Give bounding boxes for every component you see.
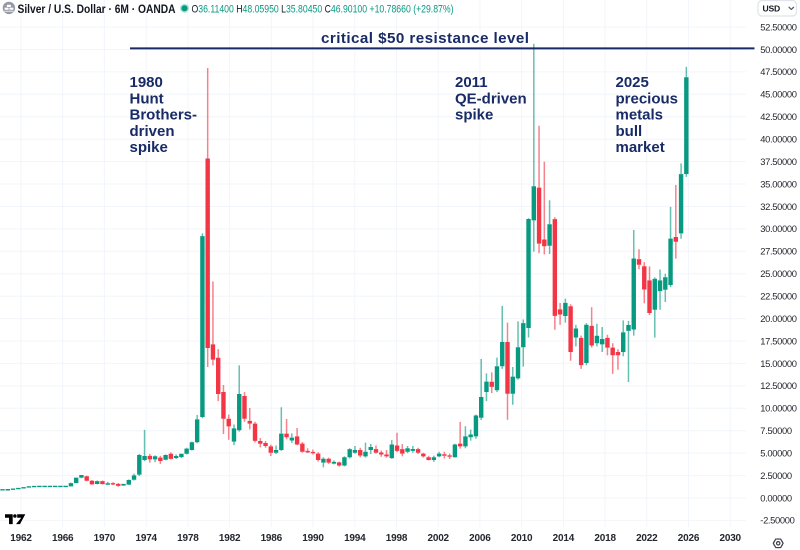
svg-text:2.50000: 2.50000 <box>760 470 792 481</box>
svg-text:2006: 2006 <box>469 533 491 544</box>
svg-text:1966: 1966 <box>52 533 74 544</box>
svg-text:22.50000: 22.50000 <box>760 291 796 302</box>
svg-text:2018: 2018 <box>594 533 616 544</box>
svg-text:1986: 1986 <box>261 533 283 544</box>
svg-text:1978: 1978 <box>177 533 199 544</box>
svg-text:30.00000: 30.00000 <box>760 223 796 234</box>
svg-text:2022: 2022 <box>636 533 658 544</box>
svg-text:10.00000: 10.00000 <box>760 403 796 414</box>
svg-text:50.00000: 50.00000 <box>760 44 796 55</box>
svg-text:2026: 2026 <box>678 533 700 544</box>
svg-text:1990: 1990 <box>302 533 324 544</box>
svg-text:1962: 1962 <box>10 533 32 544</box>
svg-text:0.00000: 0.00000 <box>760 492 792 503</box>
svg-text:-2.50000: -2.50000 <box>760 515 794 526</box>
svg-text:2010: 2010 <box>511 533 533 544</box>
svg-text:2014: 2014 <box>553 533 575 544</box>
svg-text:5.00000: 5.00000 <box>760 447 792 458</box>
svg-text:12.50000: 12.50000 <box>760 380 796 391</box>
svg-text:47.50000: 47.50000 <box>760 66 796 77</box>
svg-text:25.00000: 25.00000 <box>760 268 796 279</box>
svg-text:2030: 2030 <box>719 533 741 544</box>
svg-text:20.00000: 20.00000 <box>760 313 796 324</box>
svg-text:35.00000: 35.00000 <box>760 178 796 189</box>
svg-text:27.50000: 27.50000 <box>760 246 796 257</box>
svg-text:7.50000: 7.50000 <box>760 425 792 436</box>
svg-text:52.50000: 52.50000 <box>760 21 796 32</box>
svg-text:32.50000: 32.50000 <box>760 201 796 212</box>
svg-text:2002: 2002 <box>427 533 449 544</box>
svg-text:37.50000: 37.50000 <box>760 156 796 167</box>
svg-text:40.00000: 40.00000 <box>760 134 796 145</box>
svg-text:1998: 1998 <box>386 533 408 544</box>
svg-text:USD: USD <box>763 4 781 14</box>
svg-text:15.00000: 15.00000 <box>760 358 796 369</box>
svg-text:O36.11400 H48.05950 L35.80450: O36.11400 H48.05950 L35.80450 C46.90100 … <box>192 3 454 15</box>
svg-text:1970: 1970 <box>94 533 116 544</box>
svg-text:42.50000: 42.50000 <box>760 111 796 122</box>
svg-text:1982: 1982 <box>219 533 241 544</box>
svg-text:Silver / U.S. Dollar · 6M · OA: Silver / U.S. Dollar · 6M · OANDA <box>18 2 176 16</box>
svg-text:1974: 1974 <box>135 533 157 544</box>
svg-text:1994: 1994 <box>344 533 366 544</box>
svg-text:17.50000: 17.50000 <box>760 335 796 346</box>
svg-text:critical $50 resistance level: critical $50 resistance level <box>321 30 529 47</box>
svg-text:45.00000: 45.00000 <box>760 89 796 100</box>
